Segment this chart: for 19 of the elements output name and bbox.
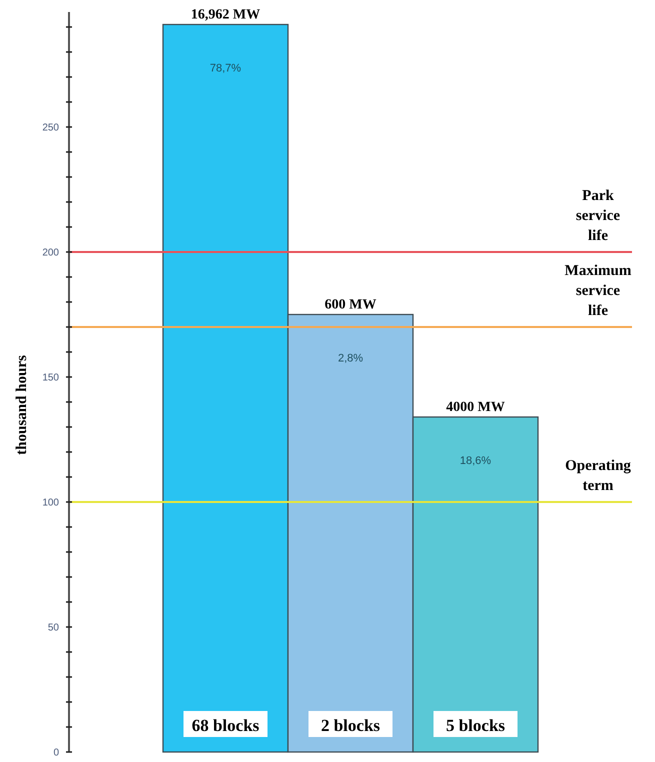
x-tick-label: 2 blocks [320,716,380,735]
annotation: 18,6% [460,454,492,467]
ref-line-label: Park service life [576,188,620,244]
x-tick-label: 68 blocks [192,716,260,735]
y-tick-label: 100 [42,498,60,508]
y-axis-title: thousand hours [14,355,30,455]
annotation: 2,8% [338,352,364,364]
y-tick-label: 200 [42,248,60,258]
annotation: 16,962 MW [190,8,260,22]
annotation: 600 MW [324,298,376,312]
x-tick-label: 5 blocks [446,716,506,735]
ref-line-label: Operating term [565,458,632,494]
annotation: 4000 MW [446,400,505,415]
y-tick-label: 250 [42,122,60,134]
y-tick-label: 50 [48,622,60,634]
y-tick-label: 0 [53,748,60,758]
ref-line-label: Maximum service life [564,263,632,319]
y-tick-label: 150 [42,372,60,384]
annotation: 78,7% [210,62,242,74]
